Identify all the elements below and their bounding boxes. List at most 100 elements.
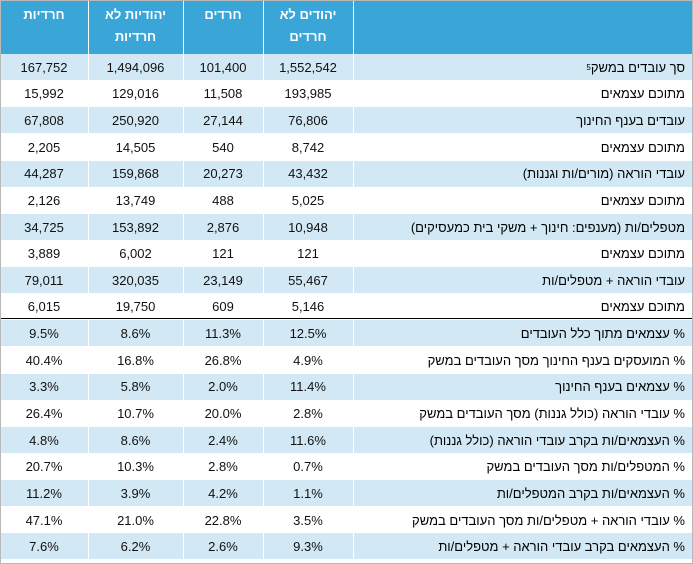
cell-jewish-women-non-haredi: 14,505: [115, 139, 156, 155]
row-label-text: סך עובדים במשק: [590, 59, 685, 75]
cell-jewish-women-non-haredi: 320,035: [112, 272, 159, 288]
cell-haredi: 488: [212, 192, 234, 208]
cell-haredi: 11,508: [203, 86, 243, 102]
cell-jewish-women-non-haredi: 6,002: [119, 246, 152, 262]
cell-haredi-women: 2,126: [27, 192, 61, 208]
row-label-text: % העצמאים/ות בקרב עובדי הוראה (כולל גננו…: [429, 432, 685, 448]
cell-jews-non-haredi: 43,432: [288, 166, 328, 182]
row-label-text: % עצמאים בענף החינוך: [555, 379, 685, 395]
cell-haredi: 22.8%: [204, 512, 242, 528]
row-label: % עצמאים בענף החינוך: [555, 374, 685, 401]
cell-jewish-women-non-haredi: 10.3%: [117, 459, 154, 475]
row-label-text: % העצמאים בקרב עובדי הוראה + מטפלים/ות: [438, 539, 685, 555]
table-row: % עובדי הוראה (כולל גננות) מסך העובדים ב…: [0, 400, 693, 427]
row-label: עובדי הוראה + מטפלים/ות: [542, 267, 685, 294]
cell-jews-non-haredi: 3.5%: [293, 512, 323, 528]
cell-jewish-women-non-haredi: 159,868: [112, 166, 159, 182]
row-label: % עובדי הוראה + מטפלים/ות מסך העובדים במ…: [412, 507, 685, 534]
cell-jewish-women-non-haredi: 8.6%: [120, 326, 151, 342]
cell-haredi-women: 40.4%: [25, 352, 63, 368]
cell-jews-non-haredi: 1,552,542: [279, 59, 337, 75]
row-label-text: % המטפלים/ות מסך העובדים במשק: [486, 459, 686, 475]
table-header: יהודים לא חרדים חרדים יהודיות לא חרדיות …: [0, 0, 693, 54]
row-label: מתוכם עצמאים: [601, 294, 685, 321]
cell-jewish-women-non-haredi: 10.7%: [117, 406, 154, 421]
cell-jews-non-haredi: 1.1%: [293, 485, 323, 501]
cell-jewish-women-non-haredi: 19,750: [115, 299, 156, 315]
row-label-text: % עצמאים מתוך כלל העובדים: [520, 326, 685, 342]
row-label: % העצמאים בקרב עובדי הוראה + מטפלים/ות: [438, 533, 685, 560]
table-row: עובדי הוראה + מטפלים/ות 55,467 23,149 320,0…: [0, 267, 693, 294]
row-label-text: מתוכם עצמאים: [600, 139, 685, 155]
cell-jewish-women-non-haredi: 153,892: [112, 219, 159, 235]
cell-haredi-women: 11.2%: [26, 485, 62, 501]
table-row: % עובדי הוראה + מטפלים/ות מסך העובדים במ…: [0, 506, 693, 534]
cell-haredi: 2.6%: [208, 539, 238, 555]
cell-jewish-women-non-haredi: 16.8%: [117, 352, 154, 368]
row-label-text: % העצמאים/ות בקרב המטפלים/ות: [496, 485, 685, 501]
header-haredi: חרדים: [204, 7, 242, 22]
cell-haredi-women: 26.4%: [25, 406, 63, 421]
table-row: סך עובדים במשק 5 1,552,542 101,400 1,494,096…: [0, 54, 693, 81]
cell-haredi-women: 2,205: [27, 139, 61, 155]
cell-haredi: 11.3%: [205, 326, 241, 342]
row-label: % העצמאים/ות בקרב המטפלים/ות: [497, 480, 685, 507]
cell-jews-non-haredi: 11.6%: [290, 432, 326, 448]
row-label-text: עובדים בענף החינוך: [576, 113, 685, 129]
table-row: מתוכם עצמאים 121 121 6,002 3,889: [0, 240, 693, 268]
cell-haredi-women: 7.6%: [29, 539, 59, 555]
cell-haredi-women: 47.1%: [25, 512, 63, 528]
row-label: עובדי הוראה (מורים/ות וגננות): [523, 161, 685, 188]
cell-jews-non-haredi: 0.7%: [293, 459, 323, 475]
header-jewish-women-non-haredi: יהודיות לא חרדיות: [104, 7, 167, 44]
row-label-text: מתוכם עצמאים: [600, 246, 685, 262]
column-divider: [353, 0, 354, 564]
row-label: מטפלים/ות (מענפים: חינוך + משקי בית כמעס…: [411, 214, 685, 241]
cell-jewish-women-non-haredi: 5.8%: [120, 379, 151, 395]
cell-jews-non-haredi: 76,806: [288, 113, 328, 129]
cell-jewish-women-non-haredi: 1,494,096: [106, 59, 165, 75]
table-row: % המועסקים בענף החינוך מסך העובדים במשק 4…: [0, 346, 693, 374]
row-label: מתוכם עצמאים: [601, 134, 685, 161]
cell-haredi-women: 20.7%: [25, 459, 63, 475]
cell-haredi-women: 4.8%: [29, 432, 59, 448]
cell-haredi: 2.8%: [208, 459, 238, 475]
cell-haredi: 101,400: [199, 59, 247, 75]
cell-jewish-women-non-haredi: 250,920: [112, 113, 159, 129]
table-row: עובדי הוראה (מורים/ות וגננות) 43,432 20,27…: [0, 160, 693, 188]
cell-haredi: 2,876: [206, 219, 240, 235]
cell-jews-non-haredi: 5,146: [291, 299, 325, 315]
table-row: מטפלים/ות (מענפים: חינוך + משקי בית כמעס…: [0, 213, 693, 241]
cell-jews-non-haredi: 12.5%: [289, 326, 327, 342]
cell-jews-non-haredi: 55,467: [288, 272, 328, 288]
row-label: סך עובדים במשק 5: [586, 54, 685, 81]
cell-jews-non-haredi: 11.4%: [290, 379, 326, 395]
section-divider: [0, 318, 693, 319]
table-row: % עצמאים בענף החינוך 11.4% 2.0% 5.8% 3.3%: [0, 373, 693, 401]
row-label: מתוכם עצמאים: [601, 81, 685, 108]
cell-haredi-women: 44,287: [24, 166, 64, 182]
cell-jewish-women-non-haredi: 129,016: [112, 86, 159, 102]
cell-haredi: 20,273: [203, 166, 243, 182]
cell-jews-non-haredi: 10,948: [288, 219, 328, 235]
table-row: מתוכם עצמאים 5,025 488 13,749 2,126: [0, 187, 693, 214]
cell-haredi: 27,144: [203, 113, 243, 129]
cell-jewish-women-non-haredi: 13,749: [115, 192, 156, 208]
cell-jews-non-haredi: 121: [297, 246, 319, 262]
row-label: % העצמאים/ות בקרב עובדי הוראה (כולל גננו…: [430, 427, 685, 454]
row-label-text: עובדי הוראה + מטפלים/ות: [542, 272, 685, 288]
row-label: % המטפלים/ות מסך העובדים במשק: [487, 453, 686, 480]
cell-haredi-women: 15,992: [24, 86, 64, 102]
header-haredi-women: חרדיות: [23, 7, 65, 22]
row-label-text: מתוכם עצמאים: [600, 299, 685, 315]
cell-haredi: 540: [212, 139, 234, 155]
table-row: עובדים בענף החינוך 76,806 27,144 250,920 67,…: [0, 107, 693, 134]
cell-haredi-women: 6,015: [27, 299, 61, 315]
cell-jewish-women-non-haredi: 8.6%: [120, 432, 151, 448]
row-label: % עובדי הוראה (כולל גננות) מסך העובדים ב…: [419, 400, 685, 427]
cell-jewish-women-non-haredi: 21.0%: [117, 512, 154, 528]
row-separator: [0, 559, 693, 561]
row-label: עובדים בענף החינוך: [576, 107, 685, 134]
row-label-text: % עובדי הוראה (כולל גננות) מסך העובדים ב…: [419, 406, 685, 421]
column-divider: [88, 0, 89, 564]
